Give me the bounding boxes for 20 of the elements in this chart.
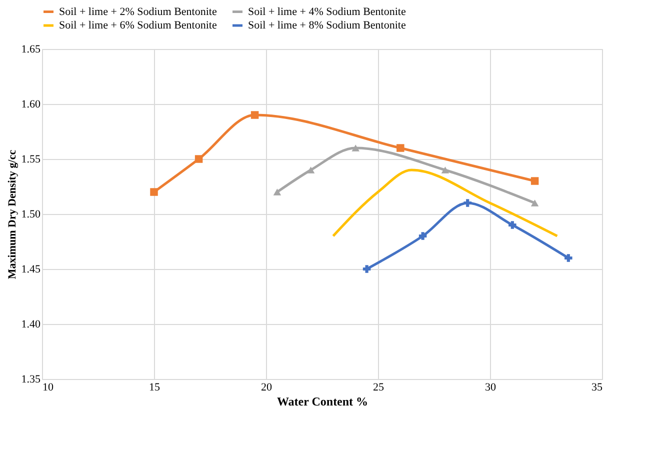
- x-tick-label: 10: [42, 382, 54, 394]
- legend-label: Soil + lime + 6% Sodium Bentonite: [59, 20, 217, 32]
- legend-label: Soil + lime + 8% Sodium Bentonite: [248, 20, 406, 32]
- x-tick-label: 20: [261, 382, 272, 394]
- y-tick-label: 1.40: [21, 318, 41, 330]
- line-series: [332, 168, 558, 238]
- y-tick-label: 1.55: [21, 154, 41, 166]
- x-axis-title: Water Content %: [276, 394, 368, 408]
- y-axis-title: Maximum Dry Density g/cc: [6, 150, 18, 280]
- y-tick-label: 1.45: [21, 264, 41, 276]
- legend-label: Soil + lime + 4% Sodium Bentonite: [248, 6, 406, 18]
- y-tick-label: 1.35: [21, 374, 41, 386]
- y-tick-label: 1.60: [21, 98, 41, 110]
- y-tick-label: 1.50: [21, 208, 41, 220]
- legend-label: Soil + lime + 2% Sodium Bentonite: [59, 6, 217, 18]
- x-tick-label: 30: [485, 382, 496, 394]
- x-tick-label: 15: [149, 382, 160, 394]
- x-tick-label: 25: [373, 382, 384, 394]
- y-tick-label: 1.65: [21, 44, 41, 56]
- x-tick-label: 35: [592, 382, 603, 394]
